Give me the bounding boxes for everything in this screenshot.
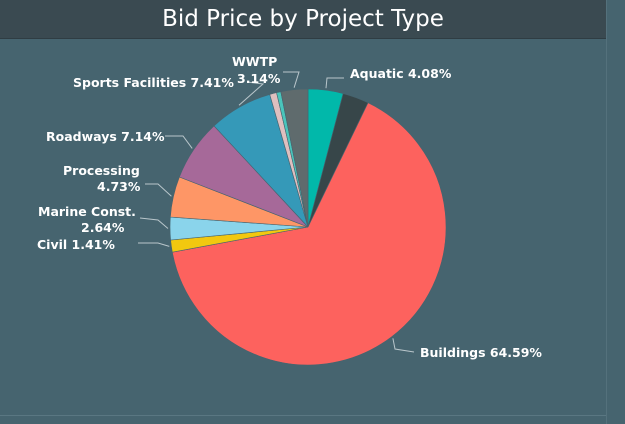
label-marine-line-2: 2.64% [81,220,125,235]
pie-chart: Aquatic 4.08% Buildings 64.59% Civil 1.4… [37,54,542,366]
leader-line-sports-facilities [238,81,265,106]
leader-line-buildings [392,338,415,353]
leader-lines [138,71,415,353]
panel-bottom-border [0,415,606,416]
title-bar: Bid Price by Project Type [0,0,606,39]
leader-line-roadways [165,135,193,149]
pie-slice-wwtp-10[interactable] [280,88,309,228]
label-roadways: Roadways 7.14% [46,129,165,144]
leader-line-aquatic [325,77,344,89]
label-sports-facilities: Sports Facilities 7.41% [73,75,234,90]
pie-slice-buildings-2[interactable] [171,102,447,366]
panel-edge [606,0,625,424]
slice-labels: Aquatic 4.08% Buildings 64.59% Civil 1.4… [37,54,542,360]
leader-line-wwtp [283,71,300,88]
leader-line-processing [145,183,172,197]
label-wwtp-line-1: WWTP [232,54,277,69]
label-processing-line-2: 4.73% [97,179,141,194]
label-buildings: Buildings 64.59% [420,345,542,360]
leader-line-civil [138,242,170,247]
chart-title: Bid Price by Project Type [162,6,444,32]
label-marine-line-1: Marine Const. [38,204,136,219]
label-aquatic: Aquatic 4.08% [350,66,452,81]
leader-line-marine-const- [139,217,169,229]
label-processing-line-1: Processing [63,163,140,178]
pie-slices [169,88,447,366]
label-civil: Civil 1.41% [37,237,115,252]
label-wwtp-line-2: 3.14% [237,71,281,86]
